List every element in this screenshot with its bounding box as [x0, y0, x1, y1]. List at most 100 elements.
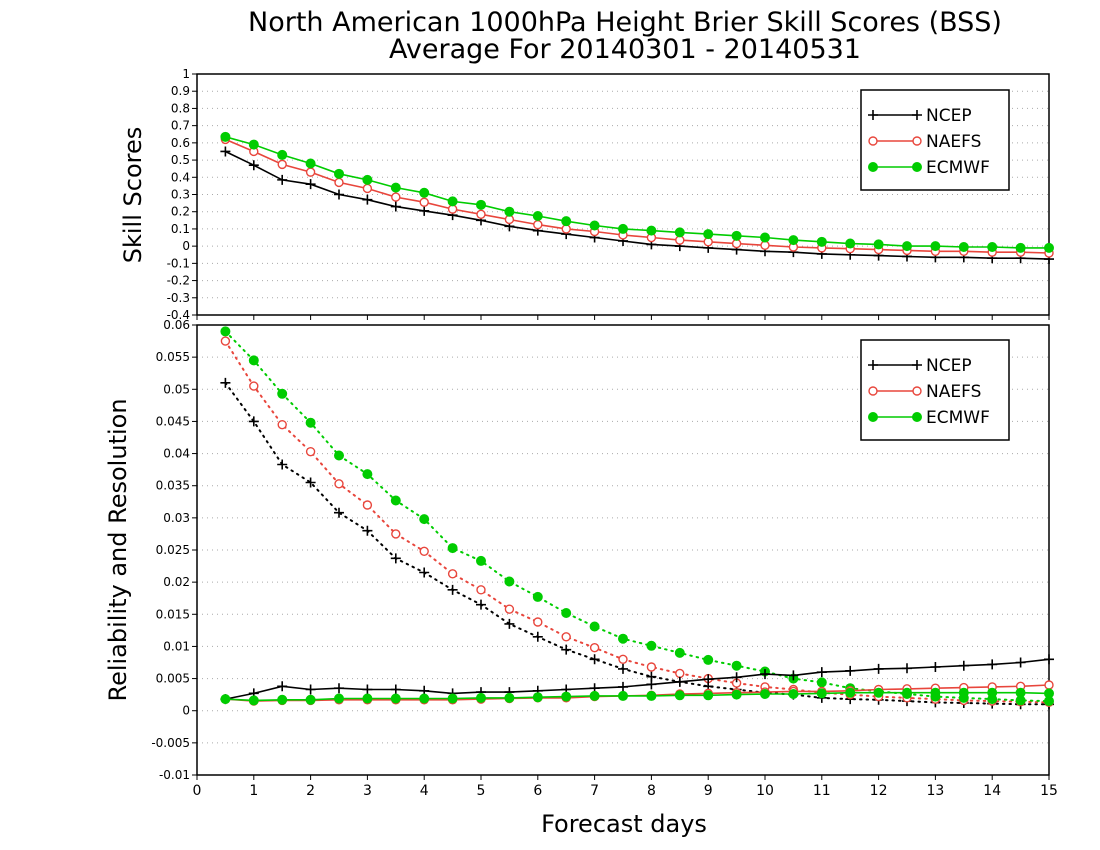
bottom-point-resolution-naefs	[675, 668, 685, 679]
bottom-point-reliability-ncep	[618, 681, 628, 692]
x-tick-label: 7	[590, 783, 599, 799]
bottom-point-resolution-naefs	[646, 662, 657, 672]
top-y-tick-label: 0.6	[171, 136, 190, 150]
bottom-point-reliability-ncep	[958, 660, 969, 671]
bottom-point-resolution-ecmwf	[476, 555, 486, 566]
top-y-tick-label: -0.4	[167, 308, 190, 322]
bottom-point-resolution-ncep	[362, 525, 373, 536]
bottom-legend-ncep-swatch-marker	[868, 360, 878, 370]
bottom-point-reliability-ncep	[930, 662, 941, 672]
x-tick-label: 12	[870, 783, 888, 799]
bottom-point-resolution-ecmwf	[220, 326, 231, 337]
bottom-y-tick-label: -0.01	[159, 768, 190, 782]
top-point-ecmwf	[447, 196, 458, 207]
bottom-point-reliability-ncep	[1044, 654, 1054, 665]
top-point-ncep	[362, 194, 373, 205]
bottom-point-reliability-ecmwf	[731, 689, 742, 700]
bottom-point-reliability-ncep	[305, 684, 316, 695]
top-point-ncep	[390, 201, 401, 212]
bottom-point-resolution-ecmwf	[447, 543, 458, 554]
top-point-ecmwf	[873, 239, 884, 250]
bottom-point-reliability-ncep	[816, 667, 827, 678]
bottom-point-reliability-naefs	[1044, 680, 1054, 690]
bottom-point-reliability-ecmwf	[419, 693, 430, 704]
bottom-point-reliability-ncep	[390, 684, 401, 695]
bottom-legend-ecmwf-label: ECMWF	[926, 408, 990, 428]
bottom-point-reliability-ncep	[788, 670, 799, 681]
bottom-y-tick-label: 0.05	[163, 382, 190, 396]
bottom-point-reliability-ncep	[646, 679, 657, 690]
top-point-ncep	[220, 146, 231, 157]
bottom-point-resolution-ncep	[419, 567, 430, 578]
bottom-point-reliability-ncep	[362, 684, 373, 695]
bottom-point-resolution-ncep	[504, 618, 515, 629]
bottom-series-line-resolution-ecmwf	[224, 330, 1050, 703]
bottom-point-resolution-ncep	[390, 553, 401, 564]
top-y-tick-label: 0.2	[171, 205, 190, 219]
bottom-y-tick-label: 0.01	[163, 639, 190, 653]
bottom-point-reliability-ecmwf	[816, 688, 827, 699]
bottom-legend-naefs-swatch-marker	[868, 386, 878, 396]
top-y-tick-label: -0.1	[167, 256, 190, 270]
bottom-point-resolution-naefs	[447, 569, 458, 579]
bottom-point-resolution-naefs	[391, 529, 401, 539]
bottom-point-resolution-ncep	[589, 654, 600, 665]
bottom-point-resolution-ncep	[561, 644, 572, 655]
bottom-point-reliability-ecmwf	[277, 694, 288, 705]
bottom-point-resolution-naefs	[277, 419, 287, 430]
bottom-point-resolution-ecmwf	[334, 450, 344, 461]
bottom-y-tick-label: 0.02	[163, 575, 190, 589]
bottom-point-resolution-ecmwf	[248, 355, 259, 366]
top-point-ecmwf	[476, 199, 486, 210]
bottom-point-resolution-ecmwf	[703, 654, 714, 665]
bottom-point-reliability-ncep	[731, 672, 742, 683]
top-y-tick-label: -0.2	[167, 274, 190, 288]
top-legend-ncep-label: NCEP	[926, 106, 972, 126]
bottom-y-tick-label: 0	[182, 704, 190, 718]
top-point-ecmwf	[589, 220, 600, 231]
bottom-point-resolution-ecmwf	[561, 608, 572, 618]
bottom-point-resolution-naefs	[533, 617, 543, 627]
bottom-point-resolution-ncep	[618, 663, 628, 674]
top-point-ncep	[419, 205, 430, 216]
top-point-ncep	[305, 179, 316, 190]
x-tick-label: 1	[249, 783, 258, 799]
top-point-ecmwf	[674, 227, 685, 238]
top-point-naefs	[305, 167, 316, 177]
bottom-point-reliability-ecmwf	[788, 689, 799, 699]
x-tick-label: 5	[477, 783, 486, 799]
bottom-point-resolution-ecmwf	[277, 388, 288, 399]
top-point-ecmwf	[788, 235, 799, 246]
bottom-y-tick-label: 0.06	[163, 318, 190, 332]
bottom-point-resolution-ecmwf	[731, 660, 742, 671]
bottom-point-resolution-naefs	[362, 500, 373, 510]
top-y-tick-label: 0.7	[171, 119, 190, 133]
top-point-ecmwf	[760, 232, 770, 243]
bottom-point-reliability-ecmwf	[476, 692, 486, 703]
bottom-point-reliability-ncep	[674, 676, 685, 687]
bottom-point-reliability-ncep	[703, 674, 714, 685]
bottom-y-tick-label: -0.005	[151, 736, 190, 750]
bottom-point-reliability-ecmwf	[447, 693, 458, 704]
top-point-ecmwf	[362, 174, 373, 185]
bottom-point-reliability-ecmwf	[987, 687, 998, 698]
bottom-point-reliability-ecmwf	[334, 693, 344, 704]
bottom-point-reliability-ecmwf	[561, 691, 572, 702]
bottom-y-tick-label: 0.025	[156, 543, 190, 557]
bottom-point-reliability-ecmwf	[532, 692, 543, 703]
bottom-point-reliability-ecmwf	[958, 687, 969, 698]
bottom-point-resolution-ncep	[476, 599, 486, 610]
top-y-tick-label: 0.5	[171, 153, 190, 167]
x-tick-label: 9	[704, 783, 713, 799]
bottom-point-reliability-ecmwf	[248, 695, 259, 706]
top-point-ecmwf	[845, 238, 856, 249]
bottom-point-reliability-ecmwf	[703, 690, 714, 701]
bottom-point-reliability-ecmwf	[390, 693, 401, 704]
x-tick-label: 14	[983, 783, 1001, 799]
bottom-point-resolution-ncep	[248, 416, 259, 427]
top-point-ecmwf	[248, 139, 259, 150]
top-y-tick-label: 0.8	[171, 101, 190, 115]
bottom-point-resolution-ecmwf	[532, 591, 543, 602]
x-tick-label: 15	[1040, 783, 1058, 799]
top-point-naefs	[419, 197, 429, 207]
